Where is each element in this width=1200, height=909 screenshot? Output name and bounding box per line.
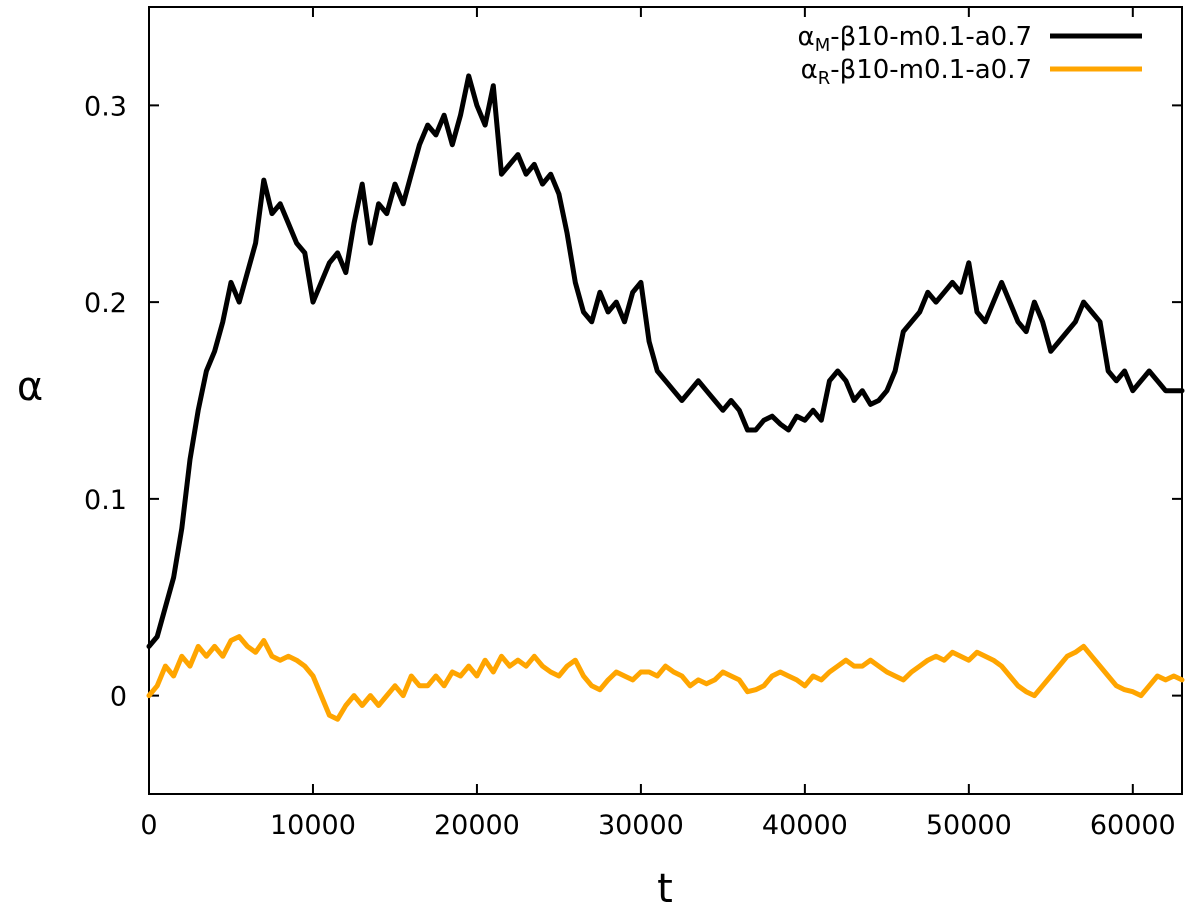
x-tick-label: 60000 — [1090, 810, 1176, 841]
axis-ticks: 0 10000 20000 30000 40000 50000 60000 0 0.1 0.2 0.… — [84, 7, 1182, 841]
legend-label-alpha-m: αM-β10-m0.1-a0.7 — [798, 22, 1032, 56]
x-tick-label: 20000 — [434, 810, 520, 841]
x-tick-label: 50000 — [926, 810, 1012, 841]
series-line-alpha-m — [146, 73, 1185, 649]
y-axis-label: α — [17, 364, 43, 410]
series-layer — [146, 73, 1185, 722]
plot-frame — [148, 6, 1183, 795]
y-tick-label: 0.2 — [84, 288, 127, 319]
x-tick-label: 0 — [140, 810, 157, 841]
x-tick-label: 10000 — [270, 810, 356, 841]
series-line-alpha-r — [146, 634, 1185, 722]
y-tick-label: 0 — [110, 682, 127, 713]
y-tick-label: 0.1 — [84, 485, 127, 516]
x-tick-label: 40000 — [762, 810, 848, 841]
legend: αM-β10-m0.1-a0.7 αR-β10-m0.1-a0.7 — [798, 22, 1142, 89]
x-tick-label: 30000 — [598, 810, 684, 841]
x-axis-label: t — [657, 866, 673, 909]
y-tick-label: 0.3 — [84, 91, 127, 122]
legend-label-alpha-r: αR-β10-m0.1-a0.7 — [801, 55, 1032, 89]
